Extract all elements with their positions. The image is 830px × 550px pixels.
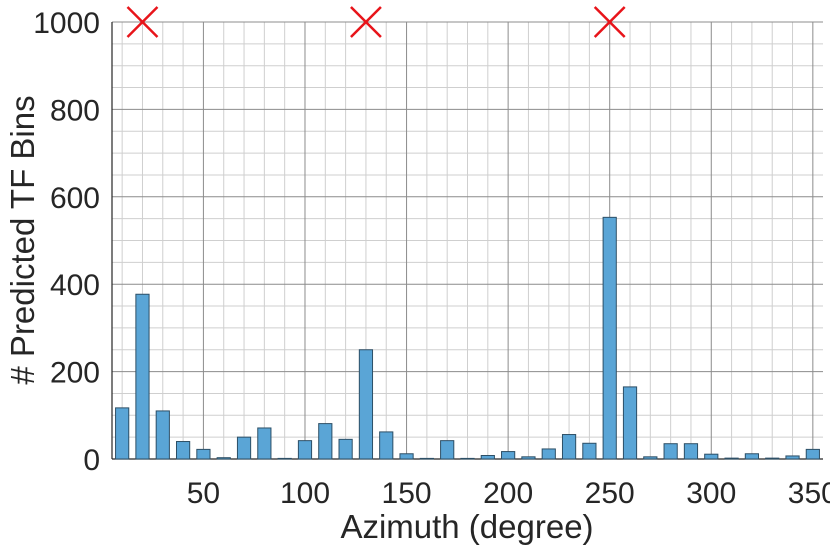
marker-stroke: [126, 6, 159, 38]
bar: [419, 457, 434, 460]
bar: [318, 423, 333, 460]
bar: [582, 442, 597, 460]
bar: [399, 453, 414, 460]
bar: [765, 457, 780, 460]
bar: [115, 407, 130, 460]
bar: [785, 455, 800, 460]
bar: [683, 443, 699, 460]
y-tick-label: 0: [83, 444, 100, 477]
bar: [358, 349, 374, 460]
x-tick-labels: 50 100 150 200 250 300 350: [187, 477, 830, 510]
bar: [216, 457, 231, 460]
x-axis-label: Azimuth (degree): [340, 508, 593, 545]
bar: [338, 438, 353, 460]
true-source-x-marker: [126, 6, 159, 38]
bar: [704, 453, 719, 460]
bar: [135, 293, 150, 460]
marker-stroke: [350, 6, 382, 38]
y-tick-label: 400: [50, 269, 100, 302]
bar: [460, 457, 475, 460]
y-tick-label: 600: [50, 182, 100, 215]
bar: [277, 457, 292, 460]
x-tick-label: 200: [483, 477, 533, 510]
true-source-x-marker: [350, 6, 382, 38]
x-tick-label: 350: [788, 477, 830, 510]
bar: [724, 457, 739, 460]
bar: [501, 451, 516, 460]
bar: [480, 455, 495, 460]
bar: [744, 453, 760, 460]
bar: [622, 386, 638, 460]
bar: [440, 440, 455, 460]
bar: [805, 448, 820, 460]
bars: [115, 216, 820, 460]
bar: [561, 434, 577, 460]
bar: [297, 440, 313, 460]
x-tick-label: 100: [280, 477, 330, 510]
bar: [257, 427, 272, 460]
y-tick-label: 200: [50, 357, 100, 390]
bar: [175, 441, 191, 460]
bar: [643, 456, 658, 460]
y-tick-label: 1000: [33, 7, 100, 40]
bar: [521, 456, 536, 460]
bar: [379, 431, 394, 460]
x-tick-label: 250: [585, 477, 635, 510]
bar: [196, 448, 211, 460]
bar: [602, 216, 617, 460]
y-axis-label: # Predicted TF Bins: [4, 95, 41, 384]
bar: [155, 410, 170, 460]
y-tick-label: 800: [50, 94, 100, 127]
true-source-markers: [126, 6, 626, 38]
bar: [541, 448, 556, 460]
x-tick-label: 50: [187, 477, 220, 510]
x-tick-label: 300: [686, 477, 736, 510]
true-source-x-marker: [593, 6, 626, 38]
bar: [663, 443, 678, 460]
y-tick-labels: 0 200 400 600 800 1000: [33, 7, 100, 477]
bar: [236, 436, 252, 460]
x-tick-label: 150: [382, 477, 432, 510]
grid: [111, 21, 823, 460]
marker-stroke: [593, 6, 626, 38]
